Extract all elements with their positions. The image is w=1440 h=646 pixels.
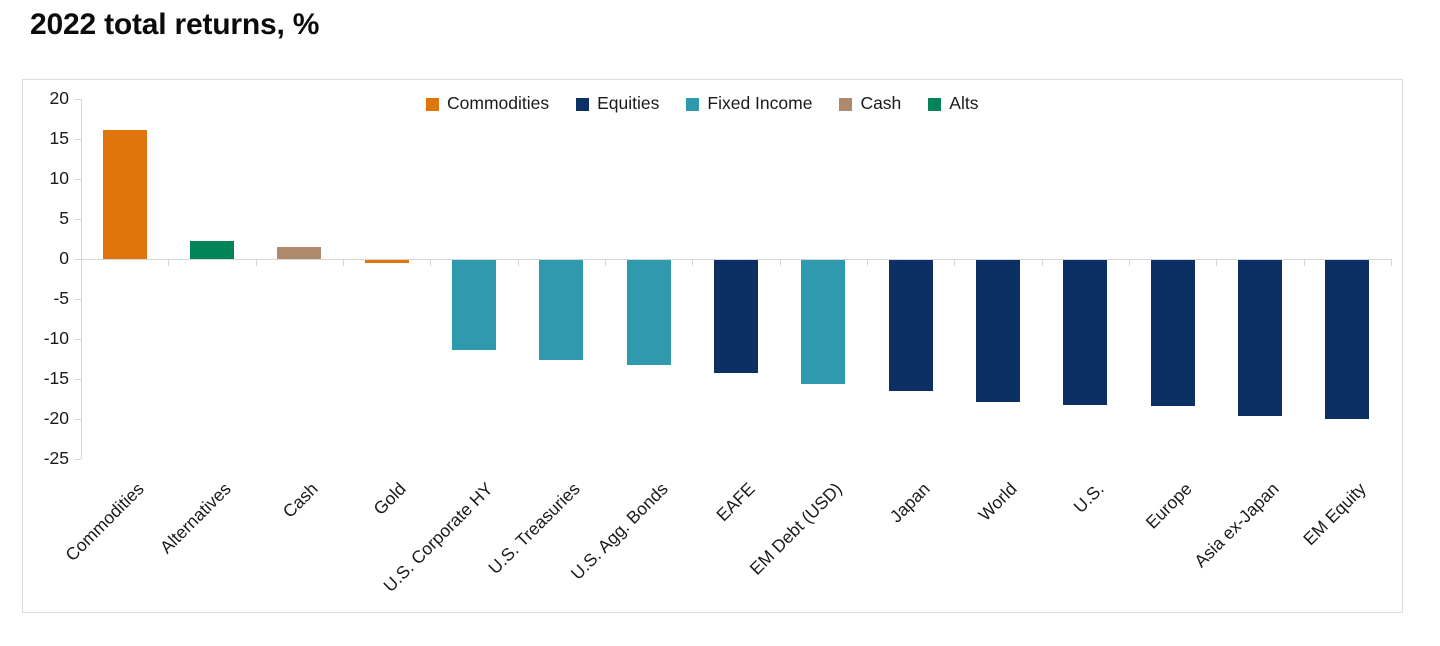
x-axis-tick xyxy=(779,259,781,266)
bar-japan xyxy=(888,260,933,392)
bar-u-s-corporate-hy xyxy=(451,260,496,350)
legend-label: Fixed Income xyxy=(707,93,813,114)
y-axis-tick xyxy=(74,99,81,100)
x-axis-tick xyxy=(692,259,694,266)
x-category-label-europe: Europe xyxy=(1141,478,1196,533)
x-axis-tick xyxy=(954,259,956,266)
bar-alternatives xyxy=(189,240,234,259)
y-axis-tick xyxy=(74,259,81,260)
y-axis-tick xyxy=(74,179,81,180)
y-axis-line xyxy=(81,99,82,459)
x-category-label-em-debt-usd: EM Debt (USD) xyxy=(745,478,847,579)
y-tick-label: 15 xyxy=(49,127,69,148)
x-category-label-cash: Cash xyxy=(279,478,323,522)
bar-em-debt-usd xyxy=(801,260,846,384)
x-axis-tick xyxy=(604,259,606,266)
x-axis-tick xyxy=(255,259,257,266)
legend-label: Alts xyxy=(949,93,979,114)
legend-swatch-icon xyxy=(426,97,439,111)
chart-container: Commodities Equities Fixed Income Cash Alts … xyxy=(22,79,1403,613)
x-axis-tick xyxy=(1128,259,1130,266)
legend-swatch-icon xyxy=(686,97,700,111)
y-axis-tick xyxy=(74,219,81,220)
x-axis-tick xyxy=(1303,259,1305,266)
x-category-label-gold: Gold xyxy=(369,478,410,519)
x-category-label-u-s-agg-bonds: U.S. Agg. Bonds xyxy=(566,478,672,584)
y-tick-label: 20 xyxy=(49,87,69,108)
legend-item-commodities: Commodities xyxy=(426,95,549,113)
y-tick-label: 0 xyxy=(59,247,69,268)
legend-item-cash: Cash xyxy=(839,95,901,113)
chart-title: 2022 total returns, % xyxy=(30,8,320,41)
x-axis-tick xyxy=(866,259,868,266)
y-axis-tick xyxy=(74,299,81,300)
y-tick-label: -10 xyxy=(43,327,69,348)
y-tick-label: -15 xyxy=(43,367,69,388)
x-axis-tick xyxy=(1041,259,1043,266)
x-category-label-eafe: EAFE xyxy=(712,478,759,526)
legend-item-alts: Alts xyxy=(928,95,978,113)
bar-cash xyxy=(277,247,322,259)
x-category-label-asia-ex-japan: Asia ex-Japan xyxy=(1190,478,1283,572)
y-axis-tick xyxy=(74,379,81,380)
legend-label: Equities xyxy=(597,93,660,114)
x-category-label-u-s: U.S. xyxy=(1069,478,1109,517)
legend-swatch-icon xyxy=(576,97,590,111)
x-category-label-world: World xyxy=(974,478,1021,525)
legend: Commodities Equities Fixed Income Cash Alts xyxy=(426,93,978,115)
legend-label: Commodities xyxy=(447,93,550,114)
y-tick-label: -5 xyxy=(53,287,69,308)
y-tick-label: -20 xyxy=(43,407,69,428)
bar-em-equity xyxy=(1325,260,1370,420)
x-axis-tick xyxy=(430,259,432,266)
x-category-label-alternatives: Alternatives xyxy=(155,478,235,558)
x-axis-tick xyxy=(517,259,519,266)
y-axis-tick xyxy=(74,459,81,460)
y-axis-tick xyxy=(74,419,81,420)
bar-commodities xyxy=(102,130,147,259)
x-axis-tick xyxy=(342,259,344,266)
bar-u-s-treasuries xyxy=(539,260,584,360)
y-axis-tick xyxy=(74,139,81,140)
legend-item-equities: Equities xyxy=(576,95,659,113)
x-axis-tick xyxy=(1390,259,1392,266)
y-tick-label: 5 xyxy=(59,207,69,228)
bar-u-s-agg-bonds xyxy=(626,260,671,365)
bar-asia-ex-japan xyxy=(1237,260,1282,416)
x-category-label-u-s-treasuries: U.S. Treasuries xyxy=(484,478,585,579)
x-category-label-japan: Japan xyxy=(885,478,934,527)
bar-u-s xyxy=(1063,260,1108,405)
bar-world xyxy=(975,260,1020,403)
x-category-label-commodities: Commodities xyxy=(61,478,148,565)
y-tick-label: 10 xyxy=(49,167,69,188)
legend-swatch-icon xyxy=(928,97,942,111)
bar-gold xyxy=(364,260,409,264)
x-axis-tick xyxy=(168,259,170,266)
legend-swatch-icon xyxy=(839,97,853,111)
x-category-label-u-s-corporate-hy: U.S. Corporate HY xyxy=(379,478,497,596)
legend-label: Cash xyxy=(860,93,902,114)
x-axis-zero-line xyxy=(81,259,1391,260)
bar-eafe xyxy=(713,260,758,373)
bar-europe xyxy=(1150,260,1195,406)
x-category-label-em-equity: EM Equity xyxy=(1299,478,1371,550)
legend-item-fixed-income: Fixed Income xyxy=(686,95,812,113)
y-tick-label: -25 xyxy=(43,447,69,468)
y-axis-tick xyxy=(74,339,81,340)
x-axis-tick xyxy=(1216,259,1218,266)
